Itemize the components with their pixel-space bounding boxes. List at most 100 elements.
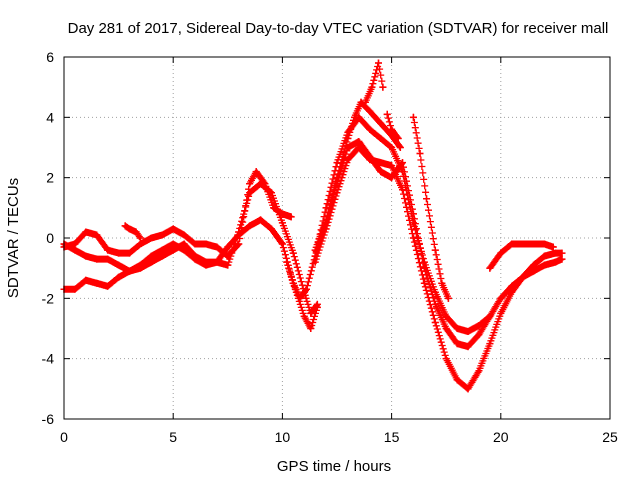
data-point bbox=[551, 258, 559, 266]
data-point bbox=[366, 156, 374, 164]
data-point bbox=[444, 294, 452, 302]
data-point bbox=[213, 258, 221, 266]
data-point bbox=[420, 279, 428, 287]
data-point bbox=[551, 249, 559, 257]
y-tick-label: -4 bbox=[42, 351, 55, 367]
data-point bbox=[438, 279, 446, 287]
data-point bbox=[409, 113, 417, 121]
data-point bbox=[202, 261, 210, 269]
series-track-4 bbox=[121, 222, 144, 242]
data-point bbox=[344, 144, 352, 151]
y-tick-label: 4 bbox=[46, 109, 54, 125]
tick-layer: 0 5 10 15 20 25 -6 -4 -2 0 2 4 6 bbox=[42, 49, 618, 445]
data-point bbox=[93, 231, 101, 239]
data-point bbox=[442, 312, 450, 320]
series-track-10 bbox=[383, 110, 402, 142]
data-point bbox=[497, 249, 505, 257]
data-point bbox=[377, 134, 385, 142]
data-point bbox=[224, 243, 232, 251]
data-point bbox=[278, 240, 286, 248]
x-tick-label: 15 bbox=[384, 429, 400, 445]
series-markers bbox=[60, 180, 321, 317]
data-point bbox=[136, 234, 144, 242]
data-point bbox=[453, 376, 461, 384]
data-point bbox=[519, 273, 527, 281]
data-point bbox=[497, 294, 505, 302]
data-point bbox=[475, 331, 483, 339]
data-point bbox=[540, 252, 548, 260]
data-point bbox=[388, 162, 396, 170]
y-tick-label: 6 bbox=[46, 49, 54, 65]
y-tick-label: -2 bbox=[42, 290, 55, 306]
data-point bbox=[322, 225, 330, 233]
data-point bbox=[147, 234, 155, 242]
data-point bbox=[169, 225, 177, 233]
y-tick-label: 0 bbox=[46, 230, 54, 246]
data-point bbox=[399, 159, 407, 167]
x-tick-label: 0 bbox=[60, 429, 68, 445]
data-point bbox=[355, 144, 363, 151]
data-point bbox=[558, 249, 566, 257]
data-point bbox=[431, 318, 439, 326]
data-point bbox=[180, 246, 188, 254]
data-point bbox=[431, 246, 439, 254]
data-point bbox=[355, 137, 363, 145]
data-point bbox=[530, 240, 538, 248]
data-point bbox=[409, 234, 417, 242]
data-point bbox=[388, 144, 396, 151]
data-point bbox=[558, 255, 566, 263]
data-point bbox=[302, 285, 310, 293]
data-point bbox=[104, 255, 112, 263]
data-point bbox=[169, 246, 177, 254]
data-point bbox=[104, 282, 112, 290]
x-tick-label: 20 bbox=[493, 429, 509, 445]
data-point bbox=[246, 180, 254, 188]
data-point bbox=[333, 189, 341, 197]
data-point bbox=[246, 189, 254, 197]
data-point bbox=[475, 367, 483, 375]
data-point bbox=[267, 225, 275, 233]
data-point bbox=[132, 228, 140, 236]
data-point bbox=[136, 261, 144, 269]
chart-title: Day 281 of 2017, Sidereal Day-to-day VTE… bbox=[68, 20, 609, 37]
data-point bbox=[82, 228, 90, 236]
data-point bbox=[169, 240, 177, 248]
data-point bbox=[475, 321, 483, 329]
data-point bbox=[453, 340, 461, 348]
x-tick-label: 5 bbox=[169, 429, 177, 445]
data-point bbox=[464, 385, 472, 393]
data-point bbox=[333, 159, 341, 167]
data-point bbox=[158, 231, 166, 239]
data-point bbox=[283, 258, 291, 266]
data-point bbox=[377, 168, 385, 176]
data-point bbox=[126, 267, 134, 275]
data-point bbox=[82, 252, 90, 260]
data-point bbox=[442, 325, 450, 332]
data-layer bbox=[60, 59, 566, 393]
data-point bbox=[147, 258, 155, 266]
data-point bbox=[180, 231, 188, 239]
y-tick-label: 2 bbox=[46, 170, 54, 186]
data-point bbox=[147, 252, 155, 260]
data-point bbox=[368, 83, 376, 91]
data-point bbox=[486, 264, 494, 272]
data-point bbox=[126, 249, 134, 257]
data-point bbox=[377, 159, 385, 167]
series-track-3 bbox=[60, 216, 321, 332]
data-point bbox=[442, 355, 450, 363]
data-point bbox=[311, 258, 319, 266]
data-point bbox=[540, 240, 548, 248]
data-point bbox=[136, 240, 144, 248]
data-point bbox=[383, 110, 391, 118]
data-point bbox=[252, 168, 260, 176]
data-point bbox=[377, 119, 385, 127]
data-point bbox=[486, 312, 494, 320]
data-point bbox=[344, 156, 352, 164]
data-point bbox=[366, 107, 374, 115]
data-point bbox=[224, 261, 232, 269]
data-point bbox=[508, 288, 516, 296]
x-axis-label: GPS time / hours bbox=[277, 458, 391, 475]
data-point bbox=[361, 98, 369, 106]
data-point bbox=[388, 174, 396, 182]
